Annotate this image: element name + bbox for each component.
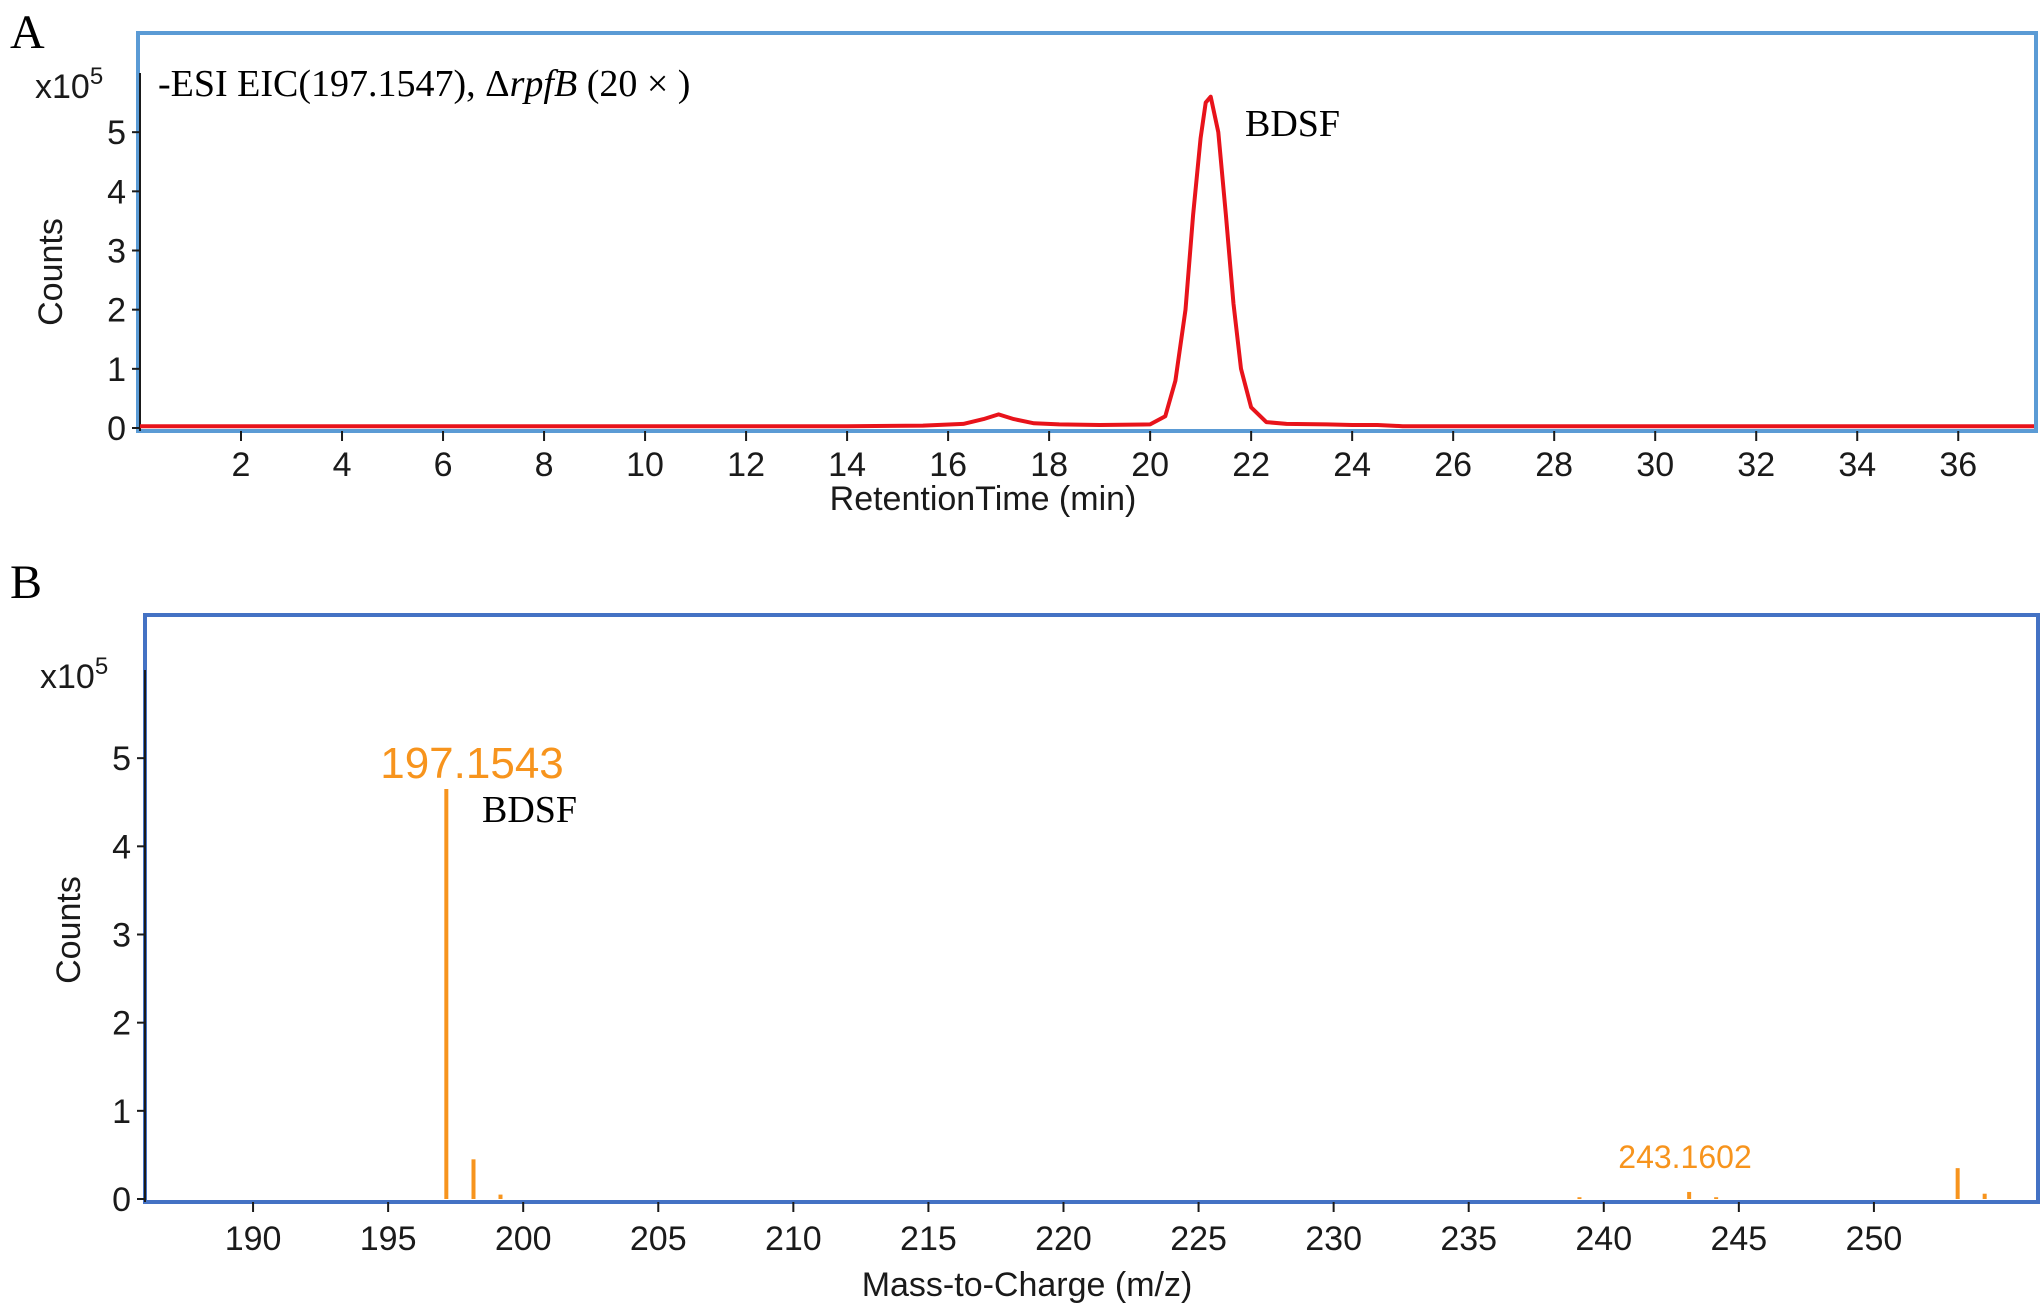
panel-a-x-tick-label: 14 — [828, 446, 866, 484]
panel-a-y-tick-label: 3 — [107, 233, 126, 271]
panel-b-x-tick-label: 245 — [1710, 1220, 1767, 1258]
panel-b-x-tick-label: 230 — [1305, 1220, 1362, 1258]
panel-a-x-tick-label: 24 — [1333, 446, 1371, 484]
panel-a-x-tick-label: 16 — [929, 446, 967, 484]
panel-b-y-label: Counts — [50, 876, 88, 984]
panel-b-y-tick-label: 3 — [112, 917, 131, 955]
panel-b-x-tick-label: 210 — [765, 1220, 822, 1258]
panel-b-frame — [143, 613, 2040, 1204]
panel-b-y-exponent: x105 — [40, 653, 108, 696]
panel-a-x-tick-label: 34 — [1838, 446, 1876, 484]
panel-a-title: -ESI EIC(197.1547), ΔrpfB (20 × ) — [158, 63, 690, 105]
panel-b: B 0 1 2 3 4 5 190 195 200 205 210 215 220 225 230 235 2… — [10, 556, 2040, 1304]
panel-b-spectrum — [444, 789, 1987, 1199]
panel-a-y-tick-label: 4 — [107, 173, 126, 211]
panel-b-x-tick-label: 225 — [1170, 1220, 1227, 1258]
panel-b-y-tick-label: 2 — [112, 1005, 131, 1043]
panel-a-letter: A — [10, 6, 45, 59]
panel-a-x-tick-label: 20 — [1131, 446, 1169, 484]
panel-a-peak-annotation: BDSF — [1245, 103, 1340, 145]
panel-b-x-tick-label: 190 — [225, 1220, 282, 1258]
panel-a-x-tick-label: 12 — [727, 446, 765, 484]
panel-b-x-tick-label: 205 — [630, 1220, 687, 1258]
panel-a-eic-trace — [140, 94, 2034, 429]
panel-a-x-tick-label: 28 — [1535, 446, 1573, 484]
panel-a-x-tick-label: 22 — [1232, 446, 1270, 484]
panel-b-y-tick-label: 0 — [112, 1181, 131, 1219]
panel-a-x-tick-label: 30 — [1636, 446, 1674, 484]
panel-b-main-peak-annotation: BDSF — [482, 789, 577, 831]
panel-a-x-tick-label: 26 — [1434, 446, 1472, 484]
panel-b-x-tick-label: 195 — [360, 1220, 417, 1258]
panel-a-x-tick-label: 10 — [626, 446, 664, 484]
panel-b-x-ticks: 190 195 200 205 210 215 220 225 230 235 240 245 250 — [225, 1202, 1903, 1258]
panel-a-x-label: RetentionTime (min) — [830, 480, 1137, 518]
panel-b-minor-peak-mz: 243.1602 — [1618, 1139, 1751, 1175]
panel-a-x-tick-label: 18 — [1030, 446, 1068, 484]
panel-b-letter: B — [10, 556, 42, 609]
panel-a-x-tick-label: 4 — [333, 446, 352, 484]
panel-b-x-tick-label: 215 — [900, 1220, 957, 1258]
panel-a-x-tick-label: 6 — [434, 446, 453, 484]
panel-a-x-tick-label: 8 — [535, 446, 554, 484]
panel-a-x-tick-label: 32 — [1737, 446, 1775, 484]
panel-a-y-ticks: 0 1 2 3 4 5 — [107, 114, 140, 448]
panel-b-x-tick-label: 250 — [1846, 1220, 1903, 1258]
panel-a-frame — [136, 31, 2038, 433]
panel-a-x-tick-label: 2 — [232, 446, 251, 484]
panel-b-main-peak-mz: 197.1543 — [380, 739, 564, 788]
panel-a-y-tick-label: 2 — [107, 292, 126, 330]
panel-b-x-label: Mass-to-Charge (m/z) — [862, 1266, 1193, 1304]
panel-a-x-tick-label: 36 — [1939, 446, 1977, 484]
panel-b-x-tick-label: 200 — [495, 1220, 552, 1258]
panel-a-y-exponent: x105 — [35, 63, 103, 106]
panel-a-y-tick-label: 1 — [107, 351, 126, 389]
panel-a-y-tick-label: 5 — [107, 114, 126, 152]
panel-b-x-tick-label: 220 — [1035, 1220, 1092, 1258]
panel-a-y-label: Counts — [32, 218, 70, 326]
panel-a-y-tick-label: 0 — [107, 410, 126, 448]
panel-b-x-tick-label: 235 — [1440, 1220, 1497, 1258]
panel-b-x-tick-label: 240 — [1575, 1220, 1632, 1258]
panel-a-x-ticks: 2 4 6 8 10 12 14 16 18 20 22 24 26 28 30 32 34 36 — [232, 431, 1977, 484]
panel-b-y-tick-label: 5 — [112, 740, 131, 778]
panel-b-y-tick-label: 4 — [112, 828, 131, 866]
panel-b-y-ticks: 0 1 2 3 4 5 — [112, 740, 145, 1219]
panel-b-y-tick-label: 1 — [112, 1093, 131, 1131]
